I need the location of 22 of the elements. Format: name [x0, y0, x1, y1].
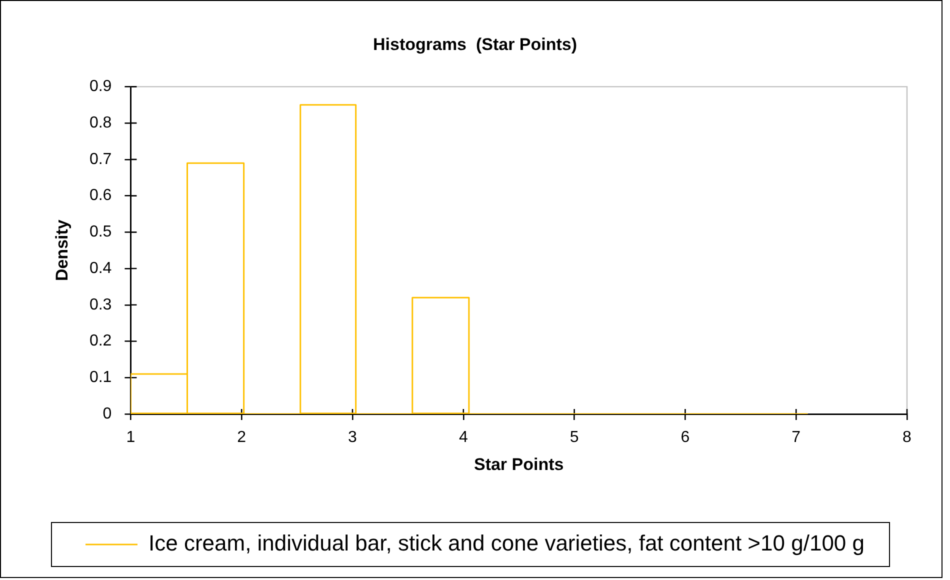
y-tick-label: 0.4 [89, 260, 112, 277]
y-axis-title: Density [52, 219, 72, 282]
x-tick-label: 3 [348, 429, 358, 446]
y-tick-label: 0.1 [89, 369, 112, 386]
x-tick-label: 8 [902, 429, 912, 446]
x-tick-label: 7 [792, 429, 801, 446]
y-tick-label: 0.8 [89, 114, 112, 132]
x-axis-title: Star Points [474, 454, 564, 474]
y-tick-label: 0.7 [89, 150, 112, 168]
y-tick-label: 0 [102, 405, 112, 422]
x-tick-label: 4 [458, 429, 468, 446]
legend-label: Ice cream, individual bar, stick and cone varieties, fat content >10 g/100 g [148, 530, 865, 556]
y-tick-label: 0.6 [89, 187, 112, 204]
x-tick-label: 1 [126, 429, 136, 446]
x-tick-label: 5 [570, 429, 579, 446]
x-tick-label: 2 [237, 429, 246, 446]
chart-title: Histograms (Star Points) [372, 34, 578, 54]
y-tick-label: 0.3 [89, 296, 112, 314]
x-tick-label: 6 [680, 429, 690, 446]
y-tick-label: 0.9 [89, 78, 112, 96]
y-tick-label: 0.5 [89, 224, 112, 241]
y-tick-label: 0.2 [89, 332, 112, 350]
